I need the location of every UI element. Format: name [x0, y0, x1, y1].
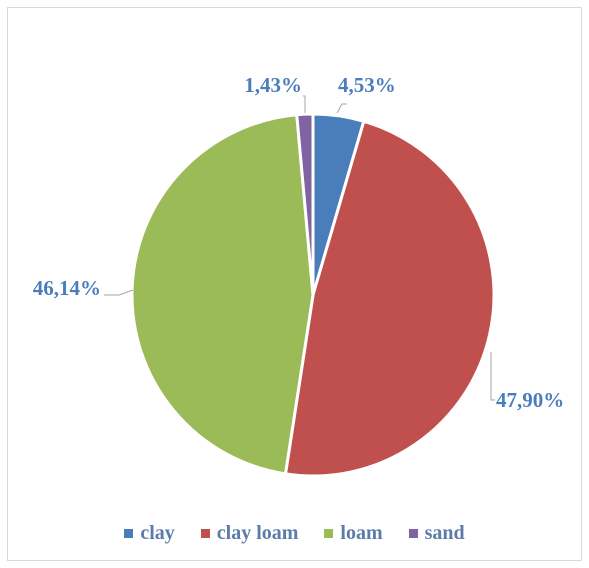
legend-label: loam	[340, 522, 383, 544]
pie-slice-sand	[295, 112, 315, 296]
legend-label: sand	[424, 522, 465, 544]
legend-item-sand: sand	[408, 522, 465, 545]
legend-label: clay loam	[216, 522, 299, 544]
legend-swatch	[324, 529, 334, 538]
data-label-loam: 46,14%	[33, 276, 101, 300]
pie-slice-loam	[130, 113, 315, 476]
legend-swatch	[408, 529, 418, 538]
leader-line-clay-loam	[490, 352, 495, 401]
legend-swatch	[200, 529, 210, 538]
data-label-sand: 1,43%	[244, 73, 302, 97]
legend-item-clay: clay	[124, 522, 175, 545]
legend-label: clay	[140, 522, 175, 544]
pie-slice-clay-loam	[283, 119, 496, 478]
legend-item-clay-loam: clay loam	[200, 522, 299, 545]
data-label-clay: 4,53%	[338, 73, 396, 97]
leader-line-sand	[303, 95, 306, 113]
legend: clay clay loam loam sand	[0, 522, 589, 545]
leader-line-clay	[336, 103, 347, 114]
data-label-clay-loam: 47,90%	[496, 388, 564, 412]
legend-item-loam: loam	[324, 522, 383, 545]
leader-line-loam	[104, 289, 134, 296]
legend-swatch	[124, 529, 134, 538]
